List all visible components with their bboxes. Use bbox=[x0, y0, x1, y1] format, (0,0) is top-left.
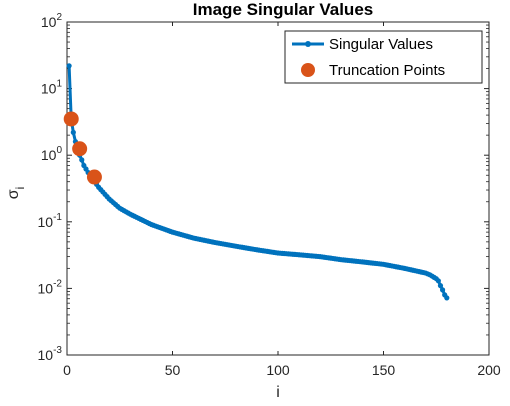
y-axis-label: σi bbox=[5, 187, 27, 200]
y-axis-label-main: σ bbox=[5, 189, 22, 199]
y-tick-label: 100 bbox=[41, 145, 63, 163]
legend-marker-truncation-points bbox=[301, 63, 315, 77]
truncation-point bbox=[86, 169, 102, 185]
chart-title: Image Singular Values bbox=[193, 0, 373, 19]
y-tick-base: 10 bbox=[38, 214, 54, 230]
data-point bbox=[439, 287, 446, 293]
truncation-point bbox=[63, 111, 79, 127]
legend-marker-singular-values bbox=[305, 41, 311, 47]
x-tick-label: 150 bbox=[372, 362, 396, 378]
legend: Singular Values Truncation Points bbox=[284, 30, 483, 84]
y-tick-base: 10 bbox=[38, 347, 54, 363]
x-tick-label: 0 bbox=[63, 362, 71, 378]
data-point bbox=[435, 278, 441, 284]
y-tick-exponent: -1 bbox=[53, 212, 62, 223]
truncation-point bbox=[72, 141, 88, 157]
x-axis-ticks: 0 50 100 150 200 bbox=[63, 22, 501, 378]
y-tick-exponent: -3 bbox=[53, 345, 62, 356]
y-tick-label: 10-1 bbox=[38, 212, 63, 230]
y-tick-base: 10 bbox=[41, 81, 57, 97]
svg-text:σi: σi bbox=[5, 187, 27, 200]
y-tick-exponent: 2 bbox=[56, 12, 62, 23]
data-point bbox=[70, 129, 76, 135]
data-point bbox=[79, 157, 85, 163]
legend-box bbox=[284, 30, 483, 84]
series-truncation-points bbox=[63, 111, 102, 185]
y-tick-base: 10 bbox=[41, 147, 57, 163]
y-tick-base: 10 bbox=[41, 14, 57, 30]
y-tick-label: 102 bbox=[41, 12, 63, 30]
y-tick-base: 10 bbox=[38, 280, 54, 296]
legend-label-singular-values: Singular Values bbox=[329, 36, 433, 53]
x-axis-label: i bbox=[276, 384, 280, 401]
y-tick-exponent: -2 bbox=[53, 278, 62, 289]
x-tick-label: 100 bbox=[266, 362, 290, 378]
y-tick-label: 10-3 bbox=[38, 345, 63, 363]
y-tick-exponent: 1 bbox=[56, 79, 62, 90]
y-tick-exponent: 0 bbox=[56, 145, 62, 156]
legend-label-truncation-points: Truncation Points bbox=[329, 62, 445, 79]
y-tick-label: 101 bbox=[41, 79, 63, 97]
y-axis-label-sub: i bbox=[13, 187, 27, 190]
y-tick-label: 10-2 bbox=[38, 278, 63, 296]
data-point bbox=[444, 295, 450, 301]
x-tick-label: 50 bbox=[165, 362, 181, 378]
x-tick-label: 200 bbox=[477, 362, 501, 378]
data-point bbox=[66, 63, 72, 69]
data-point bbox=[437, 283, 444, 289]
